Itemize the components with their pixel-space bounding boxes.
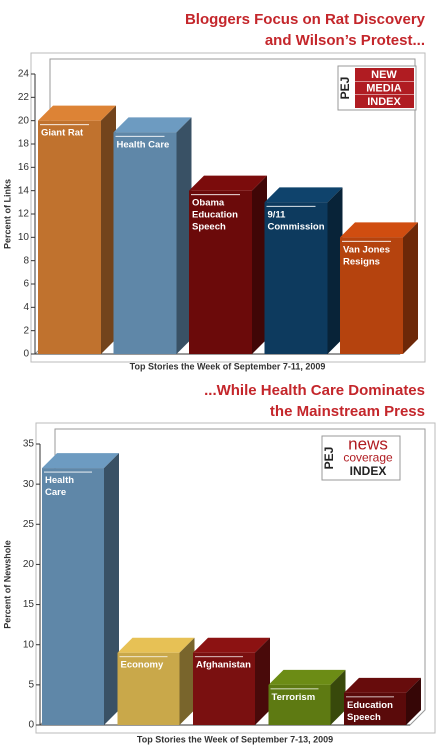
logo-side: PEJ xyxy=(322,447,336,470)
y-tick-label: 8 xyxy=(23,255,29,266)
chart-title: and Wilson’s Protest... xyxy=(265,32,425,49)
bar xyxy=(117,652,180,725)
y-tick-label: 5 xyxy=(28,679,34,690)
bar-side xyxy=(101,105,116,355)
x-axis-label: Top Stories the Week of September 7-11, … xyxy=(130,361,326,371)
bar xyxy=(42,468,104,725)
bar xyxy=(38,120,101,355)
y-tick-label: 14 xyxy=(18,185,30,196)
category-label: Education Speech xyxy=(347,699,393,722)
y-tick-label: 20 xyxy=(23,559,35,570)
category-label: Health Care xyxy=(45,475,74,498)
category-label: Economy xyxy=(121,659,164,670)
chart-title: Bloggers Focus on Rat Discovery xyxy=(185,11,426,28)
bar xyxy=(340,237,403,354)
y-tick-label: 10 xyxy=(23,639,35,650)
bar-top xyxy=(193,637,270,653)
bar-side xyxy=(179,637,195,725)
logo-band xyxy=(355,95,414,108)
category-label: Giant Rat xyxy=(41,127,84,138)
y-tick-label: 2 xyxy=(23,325,29,336)
chart-title: ...While Health Care Dominates xyxy=(204,382,425,399)
y-tick-label: 16 xyxy=(18,162,30,173)
bar-top xyxy=(42,453,119,469)
y-tick-label: 12 xyxy=(18,209,30,220)
plot-frame xyxy=(30,52,426,363)
bar-side xyxy=(252,175,267,354)
bar-top xyxy=(344,677,421,693)
bar-side xyxy=(255,637,270,725)
logo-band xyxy=(355,81,414,95)
logo-line: news xyxy=(348,434,388,453)
category-label: Terrorism xyxy=(272,691,316,702)
bar-top xyxy=(264,187,343,203)
logo-box xyxy=(321,435,401,481)
bar-side xyxy=(327,187,343,354)
y-tick-label: 0 xyxy=(23,349,29,360)
bar-top xyxy=(38,105,116,121)
chart-title: the Mainstream Press xyxy=(270,403,425,420)
bar-side xyxy=(406,677,421,725)
logo-line: coverage xyxy=(343,451,393,465)
bar-top xyxy=(113,117,192,133)
bar-top xyxy=(340,222,418,238)
bar xyxy=(189,190,252,354)
bar xyxy=(113,132,177,354)
y-tick-label: 6 xyxy=(23,279,29,290)
x-axis-label: Top Stories the Week of September 7-13, … xyxy=(137,734,333,744)
bar-top xyxy=(117,637,195,653)
category-label: Afghanistan xyxy=(196,659,251,670)
category-label: 9/11 Commission xyxy=(268,209,325,232)
bar xyxy=(264,202,328,354)
logo-band xyxy=(355,68,414,81)
y-tick-label: 22 xyxy=(18,92,30,103)
logo-line: INDEX xyxy=(350,464,387,478)
bar-side xyxy=(330,669,346,725)
category-label: Health Care xyxy=(117,139,170,150)
category-label: Obama Education Speech xyxy=(192,197,238,232)
bar-top xyxy=(268,669,346,685)
logo-line: MEDIA xyxy=(366,82,402,94)
y-tick-label: 10 xyxy=(18,232,30,243)
bar xyxy=(344,692,406,725)
y-tick-label: 20 xyxy=(18,115,30,126)
y-tick-label: 18 xyxy=(18,139,30,150)
y-tick-label: 30 xyxy=(23,479,35,490)
bar xyxy=(268,684,331,725)
y-tick-label: 15 xyxy=(23,599,35,610)
y-tick-label: 4 xyxy=(23,302,29,313)
category-label: Van Jones Resigns xyxy=(343,244,390,267)
y-tick-label: 25 xyxy=(23,519,35,530)
y-tick-label: 0 xyxy=(28,720,34,731)
y-axis-label: Percent of Newshole xyxy=(2,540,12,629)
bar-side xyxy=(176,117,192,354)
plot-frame xyxy=(35,422,436,734)
logo-line: INDEX xyxy=(367,96,401,108)
logo-side: PEJ xyxy=(338,77,352,100)
bar-side xyxy=(104,453,119,725)
bar-side xyxy=(403,222,418,354)
logo-line: NEW xyxy=(371,69,397,81)
y-tick-label: 24 xyxy=(18,69,30,80)
y-tick-label: 35 xyxy=(23,439,35,450)
bar xyxy=(193,652,255,725)
bar-top xyxy=(189,175,267,191)
y-axis-label: Percent of Links xyxy=(2,179,12,249)
